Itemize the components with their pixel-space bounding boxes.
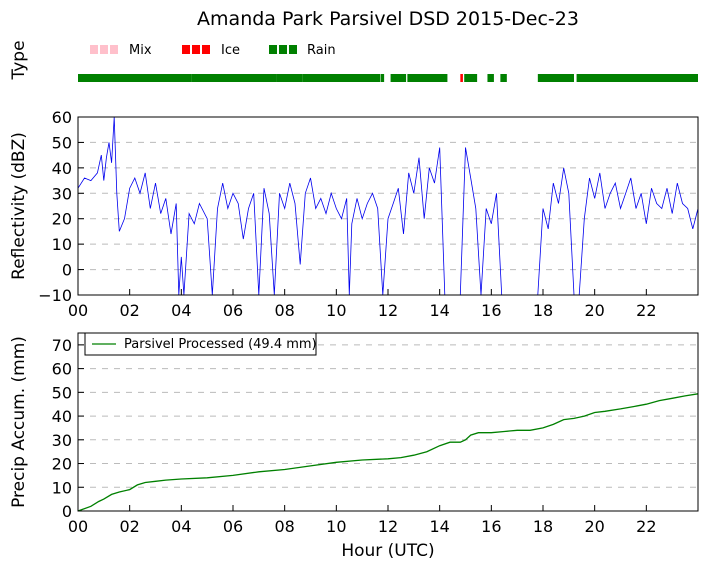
x-tick-label: 16: [481, 301, 501, 320]
precip-axis-title: Precip Accum. (mm): [9, 336, 29, 508]
x-tick-label: 20: [584, 517, 604, 536]
type-legend-swatch-rain: [269, 45, 277, 54]
x-tick-label: 12: [378, 301, 398, 320]
type-segment-rain: [191, 74, 277, 82]
type-segment-rain: [537, 74, 574, 82]
x-tick-label: 02: [119, 301, 139, 320]
y-tick-label: 50: [52, 133, 72, 152]
y-tick-label: 20: [52, 455, 72, 474]
type-panel: Type Mix Ice Rain: [9, 40, 698, 82]
y-tick-label: 50: [52, 383, 72, 402]
type-legend-swatch-mix: [110, 45, 118, 54]
y-tick-label: 30: [52, 184, 72, 203]
x-tick-label: 12: [378, 517, 398, 536]
type-axis-title: Type: [9, 40, 29, 80]
type-legend-swatch-ice: [202, 45, 210, 54]
precip-legend: Parsivel Processed (49.4 mm): [84, 332, 317, 356]
reflectivity-gridlines: [78, 141, 698, 271]
type-segment-rain: [380, 74, 385, 82]
type-segment-rain: [487, 74, 494, 82]
x-tick-label: 08: [274, 517, 294, 536]
x-tick-label: 00: [68, 517, 88, 536]
y-tick-label: 20: [52, 210, 72, 229]
type-segment-rain: [78, 74, 192, 82]
precip-gridlines: [78, 344, 698, 488]
type-segment-ice: [460, 74, 463, 82]
precip-ticks: 0 10 20 30 40 50 60 70 00 02 04 06 08 10 12 14 16 18 20 22: [52, 336, 657, 536]
type-segment-rain: [407, 74, 448, 82]
type-legend-swatch-mix: [100, 45, 108, 54]
x-tick-label: 00: [68, 301, 88, 320]
type-legend-swatch-rain: [289, 45, 297, 54]
y-tick-label: 10: [52, 235, 72, 254]
precip-series-line: [77, 393, 699, 512]
type-legend-label-ice: Ice: [221, 43, 240, 58]
type-legend: Mix Ice Rain: [90, 43, 336, 58]
y-tick-label: 0: [62, 502, 72, 521]
x-tick-label: 16: [481, 517, 501, 536]
type-legend-swatch-ice: [192, 45, 200, 54]
y-tick-label: 30: [52, 431, 72, 450]
x-tick-label: 20: [584, 301, 604, 320]
y-tick-label: 60: [52, 360, 72, 379]
type-segment-rain: [500, 74, 507, 82]
x-tick-label: 22: [636, 301, 656, 320]
type-segment-rain: [576, 74, 698, 82]
type-bars: [78, 74, 698, 82]
x-tick-label: 14: [429, 301, 449, 320]
x-tick-label: 06: [223, 517, 243, 536]
precip-legend-box: [84, 332, 317, 356]
precip-frame: [77, 332, 699, 512]
type-legend-swatch-mix: [90, 45, 98, 54]
x-tick-label: 08: [274, 301, 294, 320]
type-legend-label-mix: Mix: [129, 43, 152, 58]
y-tick-label: 70: [52, 336, 72, 355]
reflectivity-axis-title: Reflectivity (dBZ): [9, 132, 29, 280]
x-tick-label: 22: [636, 517, 656, 536]
y-tick-label: 0: [62, 261, 72, 280]
y-tick-label: 60: [52, 108, 72, 127]
reflectivity-series-line: [77, 116, 699, 296]
precip-legend-label: Parsivel Processed (49.4 mm): [124, 337, 317, 352]
type-legend-label-rain: Rain: [307, 43, 336, 58]
x-tick-label: 14: [429, 517, 449, 536]
y-tick-label: 10: [52, 478, 72, 497]
type-segment-rain: [276, 74, 303, 82]
x-tick-label: 04: [171, 517, 191, 536]
type-legend-swatch-rain: [279, 45, 287, 54]
type-legend-swatch-ice: [182, 45, 190, 54]
y-tick-label: 40: [52, 407, 72, 426]
x-tick-label: 18: [533, 301, 553, 320]
x-tick-label: 10: [326, 301, 346, 320]
type-segment-rain: [302, 74, 381, 82]
x-axis-title: Hour (UTC): [341, 541, 434, 561]
type-segment-rain: [390, 74, 407, 82]
x-tick-label: 04: [171, 301, 191, 320]
chart-title: Amanda Park Parsivel DSD 2015-Dec-23: [197, 8, 579, 30]
x-tick-label: 02: [119, 517, 139, 536]
x-tick-label: 10: [326, 517, 346, 536]
x-tick-label: 06: [223, 301, 243, 320]
x-tick-label: 18: [533, 517, 553, 536]
y-tick-label: 40: [52, 159, 72, 178]
y-tick-label: −10: [38, 286, 72, 305]
type-segment-rain: [464, 74, 478, 82]
